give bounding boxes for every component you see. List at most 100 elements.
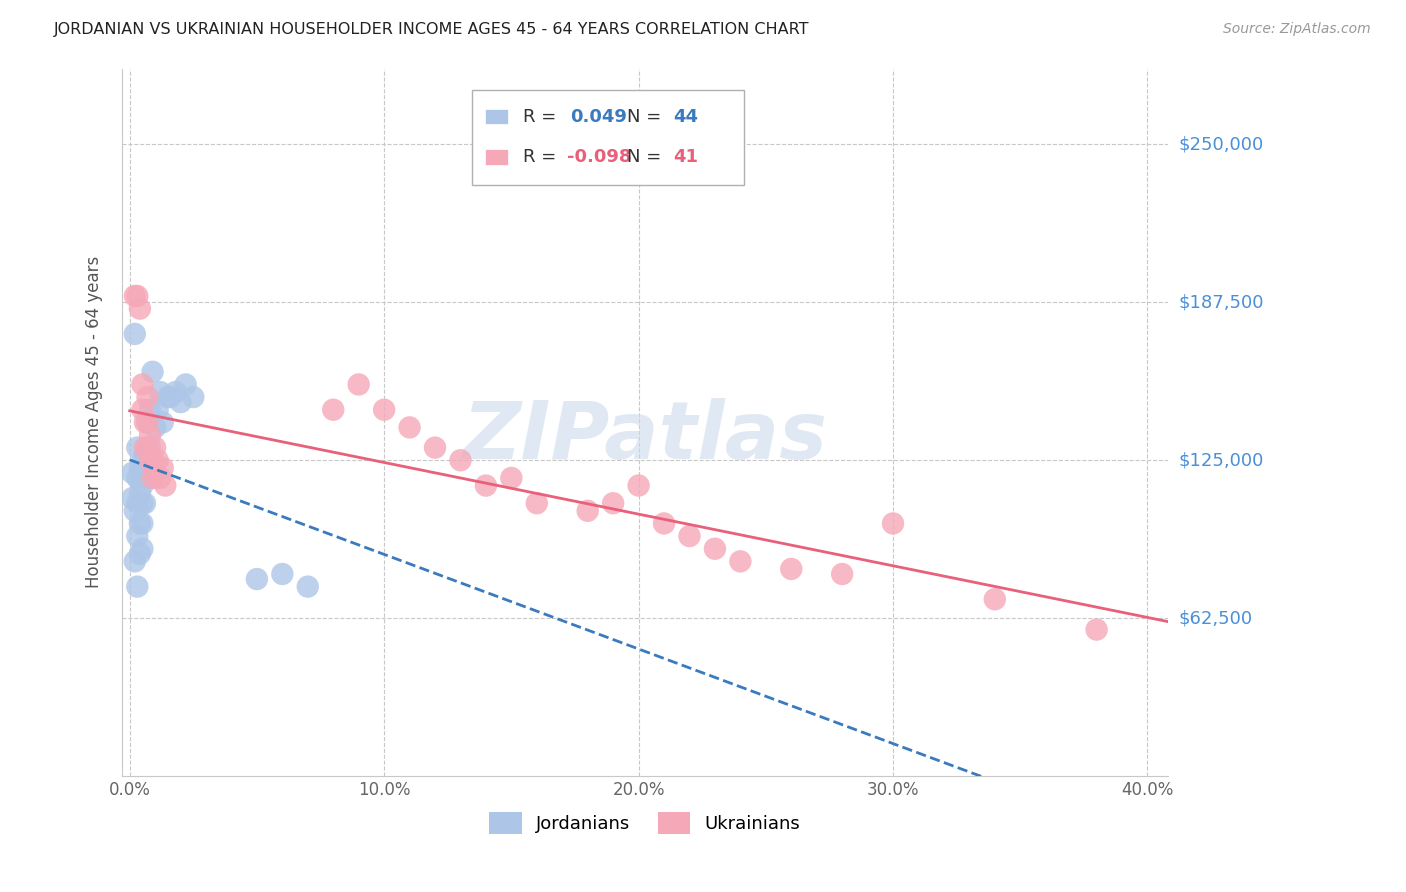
Text: $250,000: $250,000	[1180, 136, 1264, 153]
Point	[127, 580, 149, 594]
FancyBboxPatch shape	[485, 109, 508, 124]
Point	[322, 402, 344, 417]
Point	[297, 580, 319, 594]
Point	[169, 395, 191, 409]
Point	[882, 516, 904, 531]
Text: N =: N =	[627, 148, 668, 166]
Point	[142, 453, 165, 467]
Point	[127, 441, 149, 455]
Point	[373, 402, 395, 417]
Point	[131, 496, 153, 510]
Point	[142, 471, 165, 485]
Point	[136, 441, 159, 455]
Point	[121, 491, 143, 505]
Point	[652, 516, 675, 531]
FancyBboxPatch shape	[485, 149, 508, 165]
Point	[131, 402, 153, 417]
Point	[984, 592, 1007, 607]
Point	[134, 460, 156, 475]
Text: -0.098: -0.098	[567, 148, 631, 166]
Point	[143, 441, 166, 455]
Point	[142, 365, 165, 379]
Text: $62,500: $62,500	[1180, 609, 1253, 627]
Point	[134, 415, 156, 429]
Text: $187,500: $187,500	[1180, 293, 1264, 311]
Point	[143, 420, 166, 434]
Point	[131, 516, 153, 531]
Text: ZIPatlas: ZIPatlas	[463, 398, 828, 475]
Point	[124, 554, 146, 568]
Point	[124, 326, 146, 341]
Point	[423, 441, 446, 455]
Point	[131, 541, 153, 556]
Point	[127, 471, 149, 485]
Point	[146, 453, 169, 467]
Point	[526, 496, 548, 510]
Point	[347, 377, 370, 392]
Point	[136, 390, 159, 404]
Point	[165, 384, 187, 399]
Point	[134, 471, 156, 485]
Point	[159, 390, 181, 404]
Text: N =: N =	[627, 108, 668, 126]
Point	[134, 441, 156, 455]
Point	[831, 566, 853, 581]
Point	[128, 301, 150, 316]
Point	[128, 516, 150, 531]
Text: Source: ZipAtlas.com: Source: ZipAtlas.com	[1223, 22, 1371, 37]
Point	[152, 415, 174, 429]
Text: 0.049: 0.049	[569, 108, 627, 126]
Point	[124, 289, 146, 303]
Point	[155, 478, 177, 492]
Point	[174, 377, 197, 392]
Point	[181, 390, 204, 404]
Point	[131, 466, 153, 480]
Point	[1085, 623, 1108, 637]
FancyBboxPatch shape	[472, 90, 744, 186]
Text: 41: 41	[673, 148, 699, 166]
Point	[450, 453, 472, 467]
Point	[149, 384, 172, 399]
Point	[136, 415, 159, 429]
Point	[602, 496, 624, 510]
Point	[127, 496, 149, 510]
Point	[678, 529, 700, 543]
Point	[128, 471, 150, 485]
Point	[730, 554, 752, 568]
Point	[131, 453, 153, 467]
Point	[139, 441, 162, 455]
Point	[131, 478, 153, 492]
Text: 44: 44	[673, 108, 699, 126]
Point	[475, 478, 498, 492]
Point	[128, 547, 150, 561]
Point	[121, 466, 143, 480]
Point	[149, 471, 172, 485]
Point	[131, 377, 153, 392]
Point	[127, 289, 149, 303]
Point	[128, 460, 150, 475]
Point	[139, 453, 162, 467]
Point	[271, 566, 294, 581]
Point	[143, 466, 166, 480]
Text: R =: R =	[523, 148, 561, 166]
Point	[127, 529, 149, 543]
Point	[703, 541, 725, 556]
Point	[139, 428, 162, 442]
Point	[134, 496, 156, 510]
Point	[146, 402, 169, 417]
Text: R =: R =	[523, 108, 561, 126]
Point	[501, 471, 523, 485]
Point	[398, 420, 420, 434]
Point	[780, 562, 803, 576]
Legend: Jordanians, Ukrainians: Jordanians, Ukrainians	[489, 813, 800, 834]
Point	[139, 402, 162, 417]
Point	[627, 478, 650, 492]
Point	[142, 471, 165, 485]
Point	[246, 572, 269, 586]
Text: $125,000: $125,000	[1180, 451, 1264, 469]
Point	[576, 504, 599, 518]
Point	[156, 390, 179, 404]
Point	[128, 486, 150, 500]
Point	[136, 415, 159, 429]
Text: JORDANIAN VS UKRAINIAN HOUSEHOLDER INCOME AGES 45 - 64 YEARS CORRELATION CHART: JORDANIAN VS UKRAINIAN HOUSEHOLDER INCOM…	[53, 22, 808, 37]
